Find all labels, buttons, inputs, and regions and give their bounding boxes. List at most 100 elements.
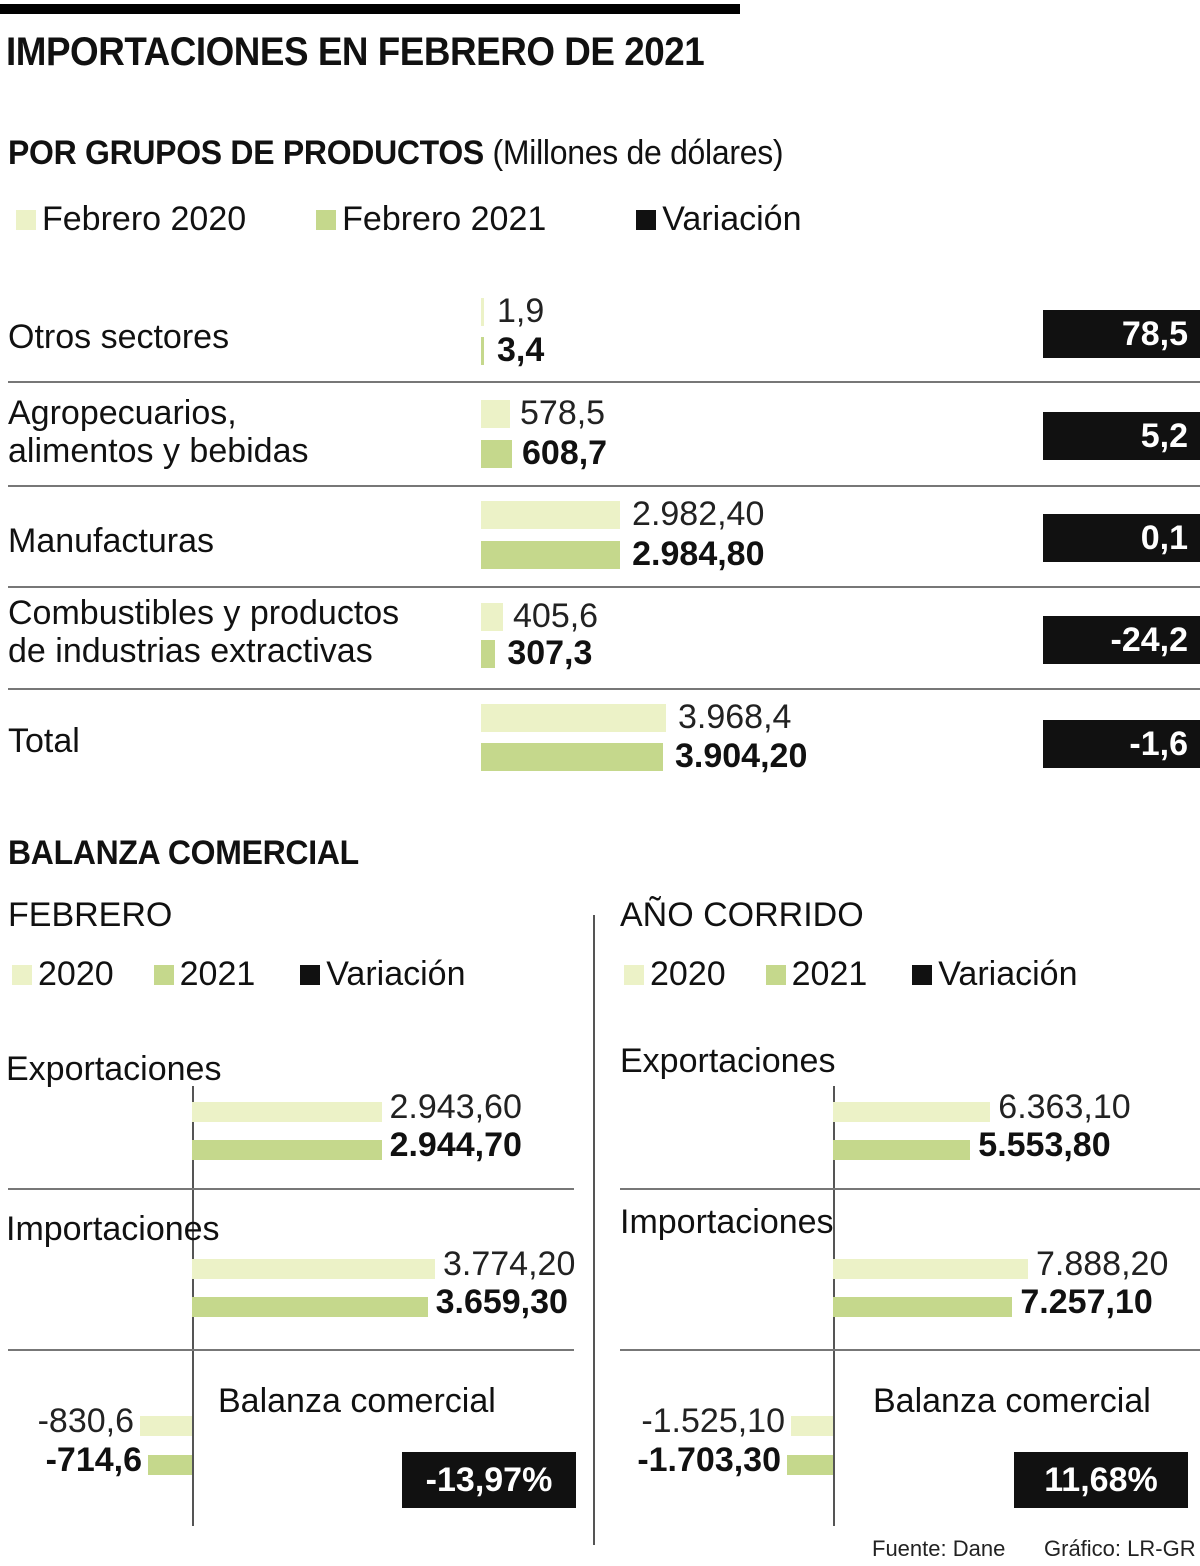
- legend-swatch-variation: [636, 209, 657, 230]
- bar-2020: [192, 1259, 435, 1279]
- category-label-line: Agropecuarios,: [8, 394, 237, 432]
- bar-feb-2020: [481, 400, 510, 428]
- legend-label-2021: 2021: [179, 955, 256, 993]
- legend-label-2021: Febrero 2021: [342, 200, 547, 238]
- legend-swatch-2021: [153, 964, 174, 985]
- row-separator: [8, 381, 1200, 383]
- variation-badge: 0,1: [1043, 514, 1200, 562]
- variation-badge: -1,6: [1043, 720, 1200, 768]
- legend-swatch-2020: [16, 209, 36, 230]
- bar-2020: [833, 1102, 991, 1122]
- legend-label-2020: 2020: [38, 955, 114, 993]
- category-label-line: de industrias extractivas: [8, 632, 373, 670]
- value-label-2021: 307,3: [507, 634, 593, 672]
- bar-feb-2021: [481, 743, 663, 771]
- value-label-2021: -1.703,30: [637, 1441, 781, 1479]
- legend-label-variation: Variación: [326, 955, 466, 993]
- value-label-2021: 7.257,10: [1020, 1283, 1153, 1321]
- bar-2021: [192, 1297, 428, 1317]
- legend-label-2020: 2020: [650, 955, 726, 993]
- category-label: Balanza comercial: [873, 1382, 1151, 1420]
- legend-swatch-2020: [624, 964, 644, 985]
- category-label: Importaciones: [6, 1210, 220, 1248]
- legend-label-variation: Variación: [662, 200, 802, 238]
- subtitle-ano-corrido: AÑO CORRIDO: [620, 896, 864, 934]
- section-title-balance: BALANZA COMERCIAL: [8, 834, 359, 872]
- bar-2021: [833, 1140, 971, 1160]
- bar-feb-2020: [481, 704, 666, 732]
- variation-badge: -13,97%: [402, 1452, 576, 1508]
- row-separator: [8, 1188, 574, 1190]
- bar-feb-2021: [481, 440, 512, 468]
- bar-feb-2021: [481, 640, 496, 668]
- row-separator: [8, 586, 1200, 588]
- value-label-2021: -714,6: [45, 1441, 142, 1479]
- category-label: Exportaciones: [6, 1050, 222, 1088]
- bar-feb-2021: [481, 337, 484, 365]
- bar-2021: [833, 1297, 1013, 1317]
- value-label-2021: 3.659,30: [435, 1283, 568, 1321]
- value-label-2021: 2.984,80: [632, 535, 765, 573]
- legend-swatch-2020: [12, 964, 32, 985]
- row-separator: [8, 1349, 574, 1351]
- category-label: Agropecuarios, alimentos y bebidas: [8, 394, 309, 470]
- legend-swatch-2021: [316, 209, 337, 230]
- legend-swatch-variation: [912, 964, 933, 985]
- page-title: IMPORTACIONES EN FEBRERO DE 2021: [6, 30, 705, 74]
- category-label-line: Otros sectores: [8, 318, 230, 356]
- value-label-2020: 578,5: [520, 394, 606, 432]
- value-label-2020: -1.525,10: [641, 1402, 785, 1440]
- bar-2021: [192, 1140, 382, 1160]
- legend-label-2020: Febrero 2020: [42, 200, 247, 238]
- row-separator: [620, 1349, 1200, 1351]
- category-label-line: alimentos y bebidas: [8, 432, 309, 470]
- bar-2020: [791, 1416, 833, 1436]
- bar-feb-2020: [481, 298, 484, 326]
- value-label-2020: 6.363,10: [998, 1088, 1131, 1126]
- category-label: Combustibles y productos de industrias ex…: [8, 594, 399, 670]
- source-note: Fuente: Dane: [872, 1536, 1006, 1561]
- value-label-2020: 405,6: [513, 597, 599, 635]
- legend-ano-corrido: 2020 2021 Variación: [624, 955, 1078, 994]
- value-label-2021: 3,4: [497, 331, 545, 369]
- value-label-2020: 2.982,40: [632, 495, 765, 533]
- category-label: Exportaciones: [620, 1042, 836, 1080]
- row-separator: [8, 688, 1200, 690]
- bar-2020: [833, 1259, 1028, 1279]
- category-label: Manufacturas: [8, 522, 214, 560]
- legend-swatch-variation: [300, 964, 321, 985]
- category-label: Importaciones: [620, 1203, 834, 1241]
- value-label-2020: 1,9: [497, 292, 545, 330]
- value-label-2020: -830,6: [37, 1402, 134, 1440]
- category-label: Total: [8, 722, 80, 760]
- value-label-2020: 3.774,20: [443, 1245, 576, 1283]
- bar-2020: [140, 1416, 192, 1436]
- column-divider: [593, 915, 595, 1545]
- bar-2021: [787, 1455, 833, 1475]
- category-label-line: Combustibles y productos: [8, 594, 400, 632]
- category-label: Otros sectores: [8, 318, 229, 356]
- value-label-2021: 2.944,70: [389, 1126, 522, 1164]
- top-rule: [0, 4, 740, 14]
- value-label-2021: 3.904,20: [675, 737, 808, 775]
- value-label-2020: 7.888,20: [1036, 1245, 1169, 1283]
- row-separator: [8, 485, 1200, 487]
- variation-badge: 5,2: [1043, 412, 1200, 460]
- category-label-line: Total: [8, 722, 80, 760]
- legend-label-2021: 2021: [791, 955, 868, 993]
- bar-feb-2020: [481, 603, 503, 631]
- bar-2021: [148, 1455, 192, 1475]
- category-label: Balanza comercial: [218, 1382, 496, 1420]
- variation-badge: 11,68%: [1014, 1452, 1188, 1508]
- legend-febrero: 2020 2021 Variación: [12, 955, 466, 994]
- unit-label: (Millones de dólares): [492, 134, 784, 172]
- row-separator: [620, 1188, 1200, 1190]
- value-label-2021: 5.553,80: [978, 1126, 1111, 1164]
- legend-products: Febrero 2020 Febrero 2021 Variación: [16, 200, 802, 239]
- variation-badge: -24,2: [1043, 616, 1200, 664]
- category-label-line: Manufacturas: [8, 522, 214, 560]
- subtitle-febrero: FEBRERO: [8, 896, 173, 934]
- value-label-2020: 2.943,60: [389, 1088, 522, 1126]
- variation-badge: 78,5: [1043, 310, 1200, 358]
- bar-feb-2021: [481, 541, 621, 569]
